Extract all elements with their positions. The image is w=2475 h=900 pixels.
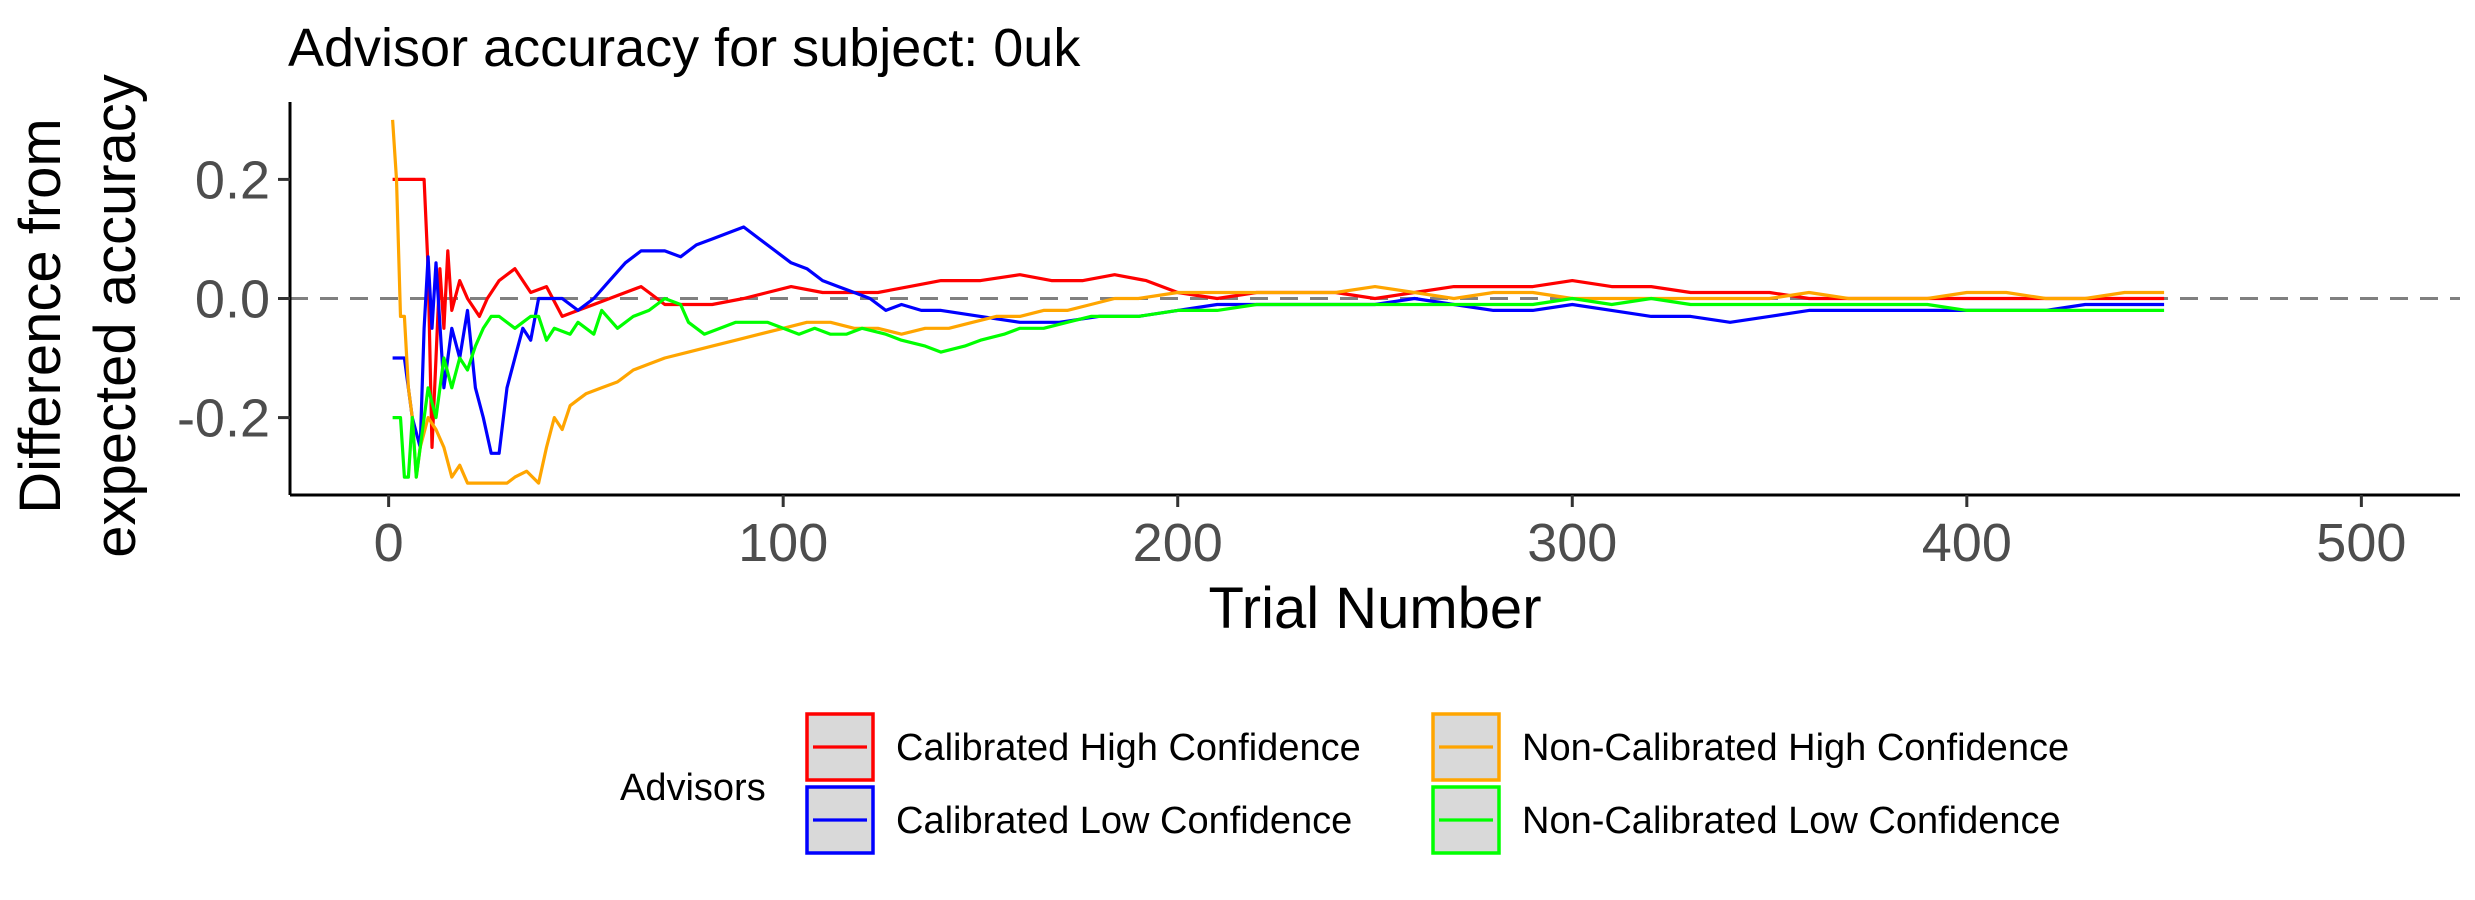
chart-title: Advisor accuracy for subject: 0uk (288, 18, 1081, 78)
series-line-1 (392, 177, 2165, 449)
plot-area (290, 119, 2460, 485)
legend-item-4: Non-Calibrated Low Confidence (1431, 785, 2061, 855)
x-tick-label: 300 (1527, 513, 1617, 573)
legend-label: Calibrated High Confidence (896, 727, 1361, 769)
legend-label: Non-Calibrated High Confidence (1522, 727, 2069, 769)
legend-item-1: Calibrated High Confidence (805, 712, 1361, 782)
x-tick-label: 500 (2316, 513, 2406, 573)
x-tick-label: 0 (374, 513, 404, 573)
y-axis-title-line-2: expected accuracy (83, 74, 148, 558)
y-tick-label: 0.2 (195, 150, 270, 210)
x-axis-title: Trial Number (1208, 576, 1541, 641)
y-axis-title: Difference from expected accuracy (8, 74, 148, 558)
x-tick-label: 200 (1133, 513, 1223, 573)
legend: Advisors Calibrated High Confidence Calibr… (620, 712, 2069, 855)
series-line-2 (392, 225, 2165, 455)
series-lines (391, 119, 2165, 485)
axes: 0 100 200 300 400 500 -0.2 0.0 0.2 (177, 102, 2460, 573)
series-line-4 (392, 296, 2165, 479)
x-tick-label: 400 (1922, 513, 2012, 573)
y-axis-title-line-1: Difference from (8, 118, 73, 513)
x-tick-label: 100 (738, 513, 828, 573)
legend-label: Calibrated Low Confidence (896, 800, 1352, 842)
legend-title: Advisors (620, 767, 766, 809)
y-tick-label: 0.0 (195, 270, 270, 330)
legend-item-3: Non-Calibrated High Confidence (1431, 712, 2069, 782)
y-tick-label: -0.2 (177, 389, 270, 449)
legend-label: Non-Calibrated Low Confidence (1522, 800, 2061, 842)
legend-item-2: Calibrated Low Confidence (805, 785, 1352, 855)
series-line-3 (391, 119, 2165, 485)
